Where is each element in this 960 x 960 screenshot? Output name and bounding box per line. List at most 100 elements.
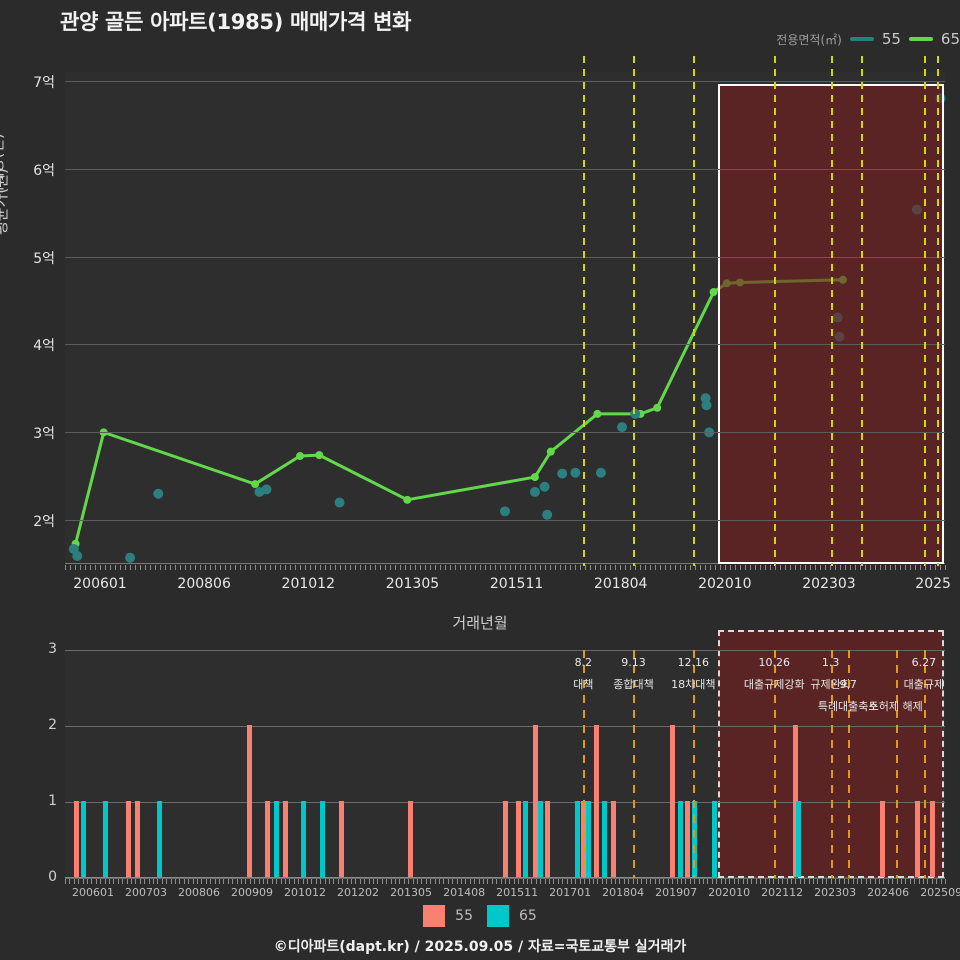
volume-bar-55[interactable] (792, 725, 798, 877)
price-point-55[interactable] (542, 509, 553, 520)
volume-bar-55[interactable] (915, 801, 921, 877)
volume-bar-65[interactable] (102, 801, 108, 877)
volume-chart-minor-tick (711, 879, 713, 884)
price-chart-minor-tick (545, 565, 546, 570)
volume-chart-minor-tick (865, 879, 867, 884)
volume-chart-minor-tick (923, 879, 924, 884)
price-point-55[interactable] (500, 506, 510, 517)
price-chart-y-tick-label: 6억 (33, 162, 55, 179)
price-point-55[interactable] (72, 551, 83, 562)
price-chart-x-tick-label: 2025 (915, 576, 951, 592)
price-chart-minor-tick (660, 565, 661, 570)
volume-bar-65[interactable] (156, 801, 162, 877)
volume-chart-x-tick-label: 201907 (655, 886, 698, 899)
price-chart-minor-tick (725, 565, 726, 570)
price-chart-minor-tick (595, 565, 596, 570)
volume-bar-55[interactable] (670, 725, 676, 877)
volume-bar-65[interactable] (796, 801, 802, 877)
price-chart-minor-tick (485, 565, 486, 570)
price-point-55[interactable] (570, 467, 581, 478)
price-chart-minor-tick (245, 565, 246, 570)
price-point-65[interactable] (530, 473, 539, 482)
volume-bar-55[interactable] (338, 801, 344, 877)
volume-bar-55[interactable] (283, 801, 289, 877)
volume-bar-55[interactable] (930, 801, 936, 877)
price-point-65[interactable] (546, 447, 555, 456)
price-point-55[interactable] (595, 467, 606, 478)
price-point-55[interactable] (153, 488, 164, 499)
volume-bar-55[interactable] (533, 725, 539, 877)
price-point-65[interactable] (296, 452, 304, 461)
price-chart-minor-tick (630, 565, 631, 570)
legend-bottom-item-55[interactable]: 55 (423, 905, 473, 927)
price-chart-minor-tick (90, 565, 91, 570)
price-point-55[interactable] (334, 497, 345, 508)
volume-bar-65[interactable] (574, 801, 580, 877)
volume-chart-minor-tick (219, 879, 220, 884)
price-chart-x-tick-label: 201804 (593, 576, 648, 592)
price-chart-minor-tick (920, 565, 921, 570)
price-point-55[interactable] (539, 481, 550, 492)
policy-event-date: 1.3 (821, 656, 840, 669)
volume-chart-minor-tick (364, 879, 366, 884)
volume-bar-65[interactable] (523, 801, 529, 877)
volume-chart-minor-tick (117, 879, 119, 884)
legend-bottom-item-65[interactable]: 65 (487, 905, 537, 927)
volume-bar-55[interactable] (610, 801, 616, 877)
price-chart-minor-tick (255, 565, 256, 570)
price-point-65[interactable] (315, 451, 324, 460)
volume-bar-55[interactable] (879, 801, 885, 877)
price-point-65[interactable] (251, 480, 260, 489)
volume-bar-65[interactable] (538, 801, 544, 877)
price-point-65[interactable] (593, 409, 602, 418)
legend-top-label-65[interactable]: 65 (940, 30, 960, 48)
price-point-55[interactable] (701, 400, 712, 411)
volume-bar-65[interactable] (585, 801, 591, 877)
volume-bar-65[interactable] (678, 801, 684, 877)
volume-bar-65[interactable] (711, 801, 717, 877)
volume-chart-minor-tick (254, 879, 256, 884)
price-point-55[interactable] (261, 484, 272, 495)
price-point-65[interactable] (709, 288, 718, 297)
volume-chart-minor-tick (716, 879, 718, 884)
price-chart-minor-tick (720, 565, 721, 570)
price-point-65[interactable] (403, 495, 412, 504)
volume-bar-55[interactable] (593, 725, 599, 877)
price-point-65[interactable] (653, 403, 662, 412)
price-point-55[interactable] (529, 486, 540, 497)
volume-bar-55[interactable] (247, 725, 253, 877)
volume-bar-65[interactable] (80, 801, 86, 877)
volume-chart-minor-tick (408, 879, 410, 884)
price-chart-minor-tick (160, 565, 161, 570)
volume-bar-55[interactable] (73, 801, 79, 877)
price-chart-minor-tick (145, 565, 146, 570)
volume-bar-55[interactable] (580, 801, 586, 877)
volume-bar-55[interactable] (264, 801, 270, 877)
volume-chart-minor-tick (667, 879, 669, 884)
volume-bar-65[interactable] (320, 801, 326, 877)
price-chart-x-tick-label: 202010 (698, 576, 752, 592)
volume-bar-55[interactable] (134, 801, 140, 877)
volume-bar-55[interactable] (408, 801, 414, 877)
volume-chart-x-tick-label: 200703 (125, 886, 167, 899)
price-chart-minor-tick (340, 565, 341, 570)
volume-bar-65[interactable] (601, 801, 607, 877)
price-point-55[interactable] (617, 422, 627, 433)
volume-bar-55[interactable] (503, 801, 509, 877)
volume-bar-55[interactable] (516, 801, 522, 877)
volume-bar-55[interactable] (125, 801, 131, 877)
volume-chart-minor-tick (267, 879, 269, 884)
volume-bar-55[interactable] (684, 801, 690, 877)
price-chart-minor-tick (170, 565, 171, 570)
volume-chart-minor-tick (333, 879, 335, 884)
volume-bar-55[interactable] (545, 801, 551, 877)
price-chart-minor-tick (295, 565, 296, 570)
legend-top-label-55[interactable]: 55 (881, 30, 901, 48)
volume-bar-65[interactable] (273, 801, 279, 877)
price-point-55[interactable] (125, 552, 136, 563)
volume-chart-minor-tick (122, 879, 124, 884)
volume-bar-65[interactable] (300, 801, 306, 877)
volume-chart-minor-tick (377, 879, 379, 884)
volume-chart-minor-tick (157, 879, 159, 884)
price-point-55[interactable] (557, 468, 568, 479)
